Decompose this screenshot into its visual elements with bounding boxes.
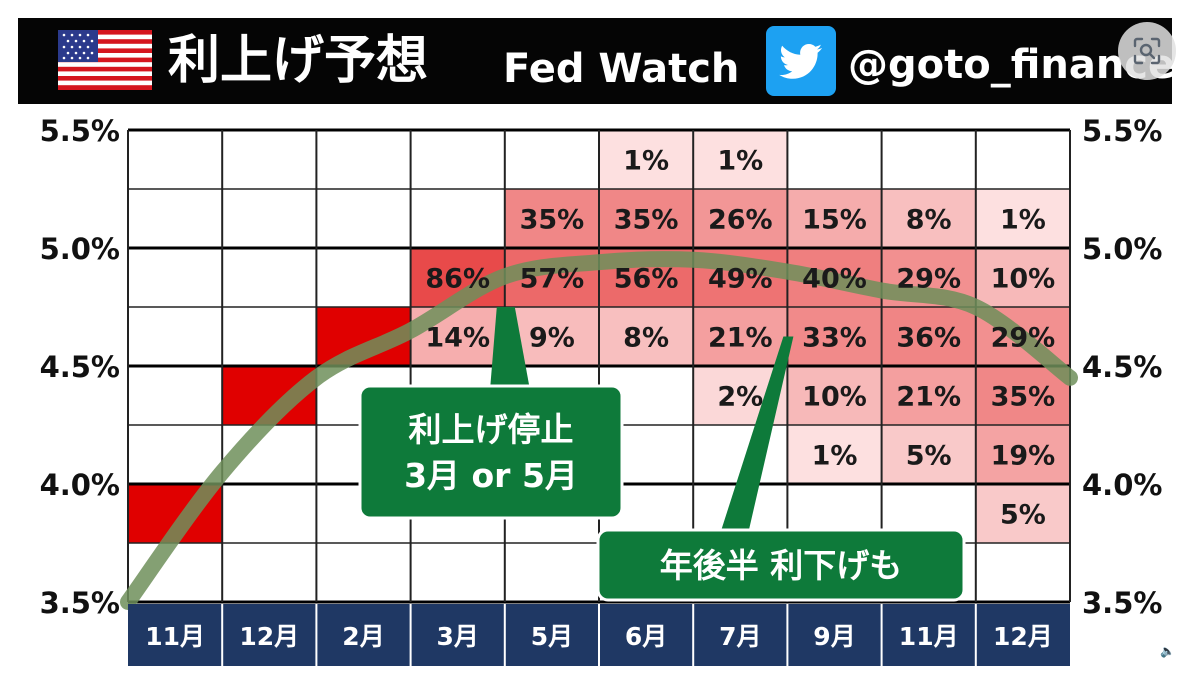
cell-value-label: 14% <box>425 323 490 354</box>
cell-value-label: 40% <box>802 264 867 295</box>
y-tick-label-right: 4.5% <box>1082 350 1162 384</box>
heat-cell <box>787 307 882 366</box>
cell-value-label: 1% <box>717 146 763 177</box>
y-tick-label-right: 3.5% <box>1082 586 1162 620</box>
cell-value-label: 1% <box>1000 205 1046 236</box>
heat-cell <box>787 366 882 425</box>
cell-value-label: 35% <box>520 205 585 236</box>
heat-cell <box>693 189 788 248</box>
cell-value-label: 10% <box>802 382 867 413</box>
y-tick-label-left: 5.0% <box>40 232 120 266</box>
x-tick-label: 7月 <box>719 622 761 651</box>
cell-value-label: 57% <box>520 264 585 295</box>
annotation-pointer <box>490 307 530 390</box>
cell-value-label: 8% <box>906 205 952 236</box>
speaker-icon: 🔈 <box>1160 644 1175 658</box>
cell-value-label: 33% <box>802 323 867 354</box>
y-tick-label-left: 3.5% <box>40 586 120 620</box>
cell-value-label: 21% <box>708 323 773 354</box>
heat-cell <box>881 425 976 484</box>
y-tick-label-right: 5.0% <box>1082 232 1162 266</box>
x-tick-label: 3月 <box>436 622 478 651</box>
cell-value-label: 29% <box>991 323 1056 354</box>
cell-value-label: 2% <box>717 382 763 413</box>
cell-value-label: 1% <box>623 146 669 177</box>
heat-cell <box>975 425 1070 484</box>
heat-cell <box>975 189 1070 248</box>
cell-value-label: 8% <box>623 323 669 354</box>
heat-cell <box>599 307 694 366</box>
x-tick-label: 12月 <box>239 622 299 651</box>
x-tick-label: 6月 <box>625 622 667 651</box>
page-title: 利上げ予想 <box>168 31 429 91</box>
cell-value-label: 36% <box>896 323 961 354</box>
cell-value-label: 19% <box>991 441 1056 472</box>
heat-cell <box>975 366 1070 425</box>
cell-value-label: 15% <box>802 205 867 236</box>
cell-value-label: 9% <box>529 323 575 354</box>
x-tick-label: 11月 <box>899 622 959 651</box>
y-tick-label-left: 5.5% <box>40 114 120 148</box>
twitter-bird-icon <box>766 26 836 96</box>
heat-cell <box>787 189 882 248</box>
y-tick-label-left: 4.5% <box>40 350 120 384</box>
image-search-icon[interactable] <box>1118 22 1176 80</box>
heat-cell <box>693 130 788 189</box>
cell-value-label: 10% <box>991 264 1056 295</box>
y-tick-label-left: 4.0% <box>40 468 120 502</box>
cell-value-label: 26% <box>708 205 773 236</box>
trend-line <box>120 251 1078 610</box>
heat-cell <box>881 307 976 366</box>
page-subtitle: Fed Watch <box>503 46 740 92</box>
header-bar: 利上げ予想 Fed Watch @goto_finance <box>18 18 1175 104</box>
heat-cell <box>693 307 788 366</box>
annotation-pointer <box>720 336 794 534</box>
us-flag-icon <box>58 30 152 90</box>
cell-value-label: 5% <box>906 441 952 472</box>
cell-value-label: 35% <box>991 382 1056 413</box>
annotation-text: 年後半 利下げも <box>660 546 903 585</box>
x-tick-label: 11月 <box>145 622 205 651</box>
x-tick-label: 9月 <box>813 622 855 651</box>
heat-cell <box>599 189 694 248</box>
heat-cell <box>881 366 976 425</box>
heat-cell <box>881 189 976 248</box>
cell-value-label: 86% <box>425 264 490 295</box>
heat-cell <box>975 484 1070 543</box>
annotation-text: 3月 or 5月 <box>404 456 578 495</box>
cell-value-label: 49% <box>708 264 773 295</box>
cell-value-label: 29% <box>896 264 961 295</box>
x-tick-label: 12月 <box>993 622 1053 651</box>
cell-value-label: 56% <box>614 264 679 295</box>
cell-value-label: 1% <box>812 441 858 472</box>
annotation-box <box>358 384 624 520</box>
x-tick-label: 5月 <box>531 622 573 651</box>
annotation-text: 利上げ停止 <box>409 410 574 449</box>
heat-cell <box>975 248 1070 307</box>
heat-cell <box>504 189 599 248</box>
cell-value-label: 35% <box>614 205 679 236</box>
cell-value-label: 21% <box>896 382 961 413</box>
cell-value-label: 5% <box>1000 500 1046 531</box>
y-tick-label-right: 4.0% <box>1082 468 1162 502</box>
x-tick-label: 2月 <box>342 622 384 651</box>
heat-cell <box>787 425 882 484</box>
annotation-box <box>596 528 966 602</box>
heat-cell <box>599 130 694 189</box>
y-tick-label-right: 5.5% <box>1082 114 1162 148</box>
